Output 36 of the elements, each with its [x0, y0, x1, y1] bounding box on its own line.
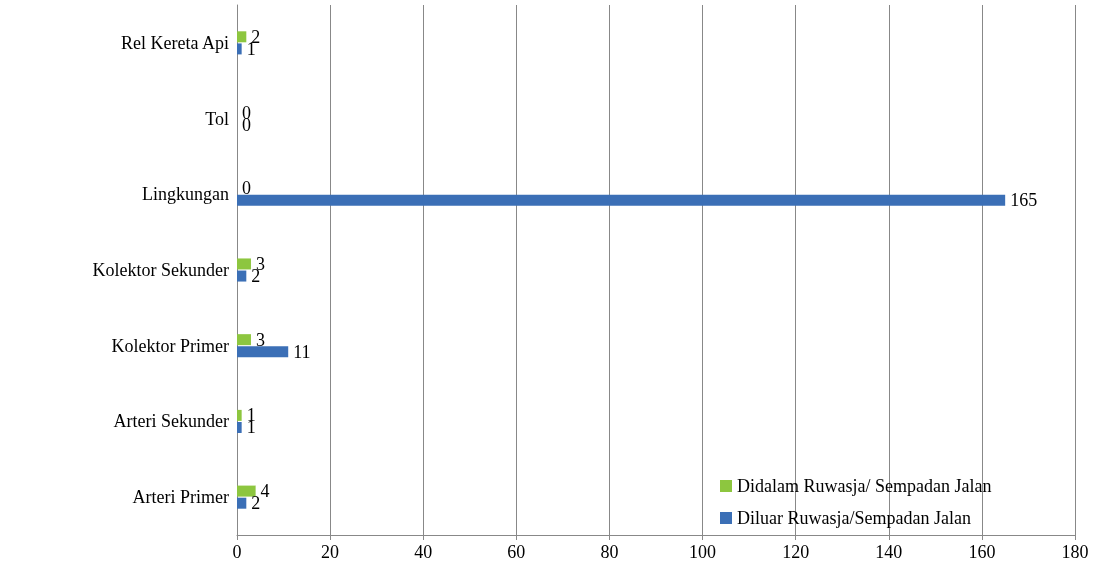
- bar: [237, 409, 242, 421]
- bar: [237, 497, 247, 509]
- y-tick-label: Rel Kereta Api: [121, 32, 229, 53]
- x-tick-label: 20: [321, 542, 340, 562]
- data-label: 0: [242, 178, 251, 199]
- data-label: 3: [255, 329, 265, 350]
- y-tick-label: Arteri Primer: [132, 487, 230, 508]
- x-tick-label: 160: [968, 542, 996, 562]
- bar: [237, 43, 242, 55]
- x-tick-label: 100: [689, 542, 717, 562]
- x-tick-label: 140: [875, 542, 903, 562]
- data-label: 11: [293, 341, 311, 362]
- y-tick-label: Kolektor Primer: [111, 335, 229, 356]
- bar: [237, 258, 251, 270]
- x-tick-label: 0: [232, 542, 242, 562]
- data-label: 2: [251, 493, 261, 514]
- y-tick-label: Kolektor Sekunder: [92, 260, 229, 280]
- legend-label: Diluar Ruwasja/Sempadan Jalan: [737, 508, 971, 528]
- x-tick-label: 180: [1061, 542, 1089, 562]
- bar: [237, 31, 247, 43]
- x-tick-label: 40: [414, 542, 433, 562]
- data-label: 165: [1010, 190, 1038, 211]
- bar: [237, 485, 256, 497]
- data-label: 4: [260, 481, 270, 502]
- y-tick-label: Lingkungan: [142, 184, 229, 205]
- y-tick-label: Tol: [205, 108, 229, 129]
- x-tick-label: 60: [507, 542, 526, 562]
- bar: [237, 421, 242, 433]
- legend-label: Didalam Ruwasja/ Sempadan Jalan: [737, 476, 992, 496]
- y-tick-label: Arteri Sekunder: [113, 411, 229, 432]
- bar: [237, 194, 1006, 206]
- bar: [237, 346, 289, 358]
- bar: [237, 270, 247, 282]
- bar: [237, 334, 251, 346]
- x-tick-label: 80: [600, 542, 619, 562]
- x-tick-label: 120: [782, 542, 810, 562]
